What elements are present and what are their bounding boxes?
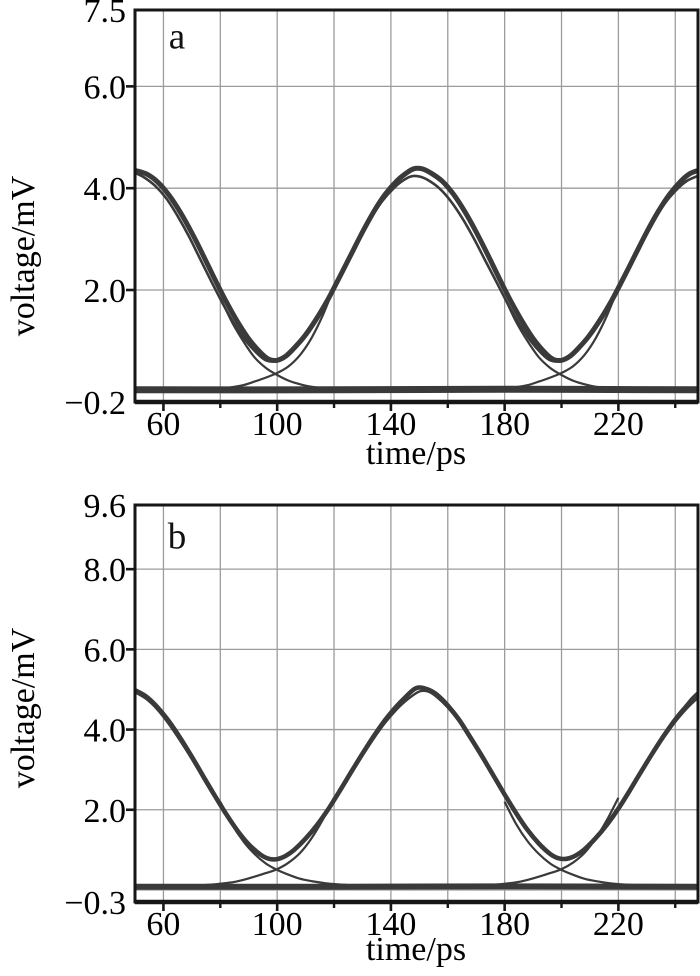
series-group: [135, 165, 698, 394]
y-tick-label: 4.0: [84, 713, 127, 750]
series-pulse-train-overlay: [135, 171, 698, 363]
x-tick-label: 140: [365, 906, 416, 943]
x-tick-label: 180: [479, 406, 530, 443]
series-pulse-train-overlay: [135, 689, 698, 861]
x-axis-title-a: time/ps: [365, 435, 467, 472]
x-tick-label: 220: [593, 406, 644, 443]
y-tick-label: 2.0: [84, 273, 127, 310]
y-tick-label: −0.3: [64, 885, 126, 922]
series-baseline-level: [135, 385, 698, 394]
series-edge-fall-1: [219, 801, 374, 888]
chart-b: 60 100 140 180 220 9.6 8.0 6.0 4.0 2.0 −0.3: [64, 488, 700, 943]
chart-a: 60 100 140 180 220 7.5 6.0 4.0 2.0 −0.2: [64, 0, 700, 443]
series-pulse-train: [135, 165, 698, 364]
x-tick-label: 60: [146, 906, 180, 943]
x-axis-title-b: time/ps: [365, 931, 467, 968]
series-edge-rise-1: [180, 797, 335, 888]
y-tick-label: 6.0: [84, 632, 127, 669]
x-tick-label: 140: [365, 406, 416, 443]
panel-label-a: a: [168, 16, 186, 58]
series-edge-rise-1: [197, 287, 336, 391]
y-tick-label: 7.5: [84, 0, 127, 30]
x-tick-label: 60: [146, 406, 180, 443]
series-edge-fall-2: [503, 297, 636, 391]
y-tick-label: 9.6: [84, 488, 127, 525]
series-edge-fall-2: [503, 801, 659, 888]
x-tick-label: 100: [252, 406, 303, 443]
plot-frame: [133, 8, 700, 404]
y-tick-label: 8.0: [84, 552, 127, 589]
y-axis-title-a: voltage/mV: [5, 175, 42, 337]
series-edge-rise-2: [481, 287, 620, 391]
plot-frame: [133, 503, 700, 904]
x-tick-label: 220: [593, 906, 644, 943]
y-tick-label: 6.0: [84, 69, 127, 106]
series-group: [135, 685, 698, 890]
panel-label-b: b: [167, 516, 187, 558]
series-edge-fall-1: [219, 297, 352, 391]
y-axis-title-b: voltage/mV: [5, 627, 42, 789]
x-tick-label: 180: [479, 906, 530, 943]
y-tick-label: 2.0: [84, 793, 127, 830]
series-pulse-train: [135, 685, 698, 862]
y-tick-label: −0.2: [64, 385, 126, 422]
x-tick-label: 100: [252, 906, 303, 943]
y-tick-label: 4.0: [84, 171, 127, 208]
